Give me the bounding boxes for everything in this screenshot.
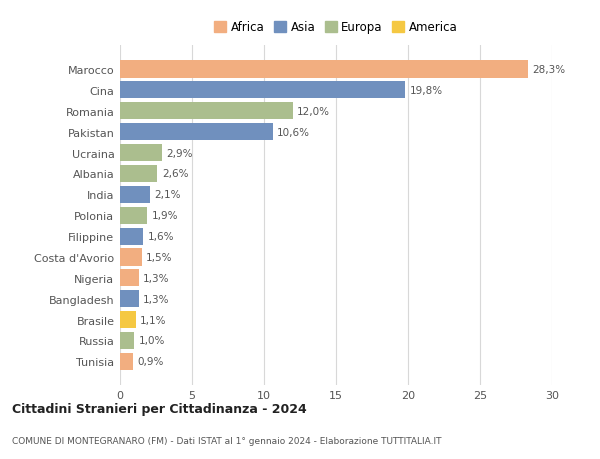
Text: 1,1%: 1,1% bbox=[140, 315, 167, 325]
Text: 1,9%: 1,9% bbox=[152, 211, 178, 221]
Bar bbox=[120, 124, 272, 141]
Text: 2,1%: 2,1% bbox=[155, 190, 181, 200]
Bar bbox=[120, 166, 157, 183]
Bar bbox=[120, 186, 150, 203]
Text: 28,3%: 28,3% bbox=[532, 65, 565, 75]
Bar bbox=[120, 291, 139, 308]
Bar bbox=[120, 62, 527, 78]
Text: 1,6%: 1,6% bbox=[148, 232, 174, 241]
Bar bbox=[120, 103, 293, 120]
Text: 19,8%: 19,8% bbox=[409, 86, 443, 96]
Bar bbox=[120, 353, 133, 370]
Text: 1,3%: 1,3% bbox=[143, 273, 170, 283]
Text: 10,6%: 10,6% bbox=[277, 128, 310, 137]
Text: 2,9%: 2,9% bbox=[166, 148, 193, 158]
Text: 2,6%: 2,6% bbox=[162, 169, 188, 179]
Text: 0,9%: 0,9% bbox=[137, 357, 164, 367]
Bar bbox=[120, 207, 148, 224]
Text: COMUNE DI MONTEGRANARO (FM) - Dati ISTAT al 1° gennaio 2024 - Elaborazione TUTTI: COMUNE DI MONTEGRANARO (FM) - Dati ISTAT… bbox=[12, 436, 442, 445]
Text: Cittadini Stranieri per Cittadinanza - 2024: Cittadini Stranieri per Cittadinanza - 2… bbox=[12, 403, 307, 415]
Text: 1,5%: 1,5% bbox=[146, 252, 172, 263]
Bar bbox=[120, 228, 143, 245]
Bar bbox=[120, 82, 405, 99]
Bar bbox=[120, 311, 136, 329]
Text: 12,0%: 12,0% bbox=[297, 106, 330, 117]
Bar bbox=[120, 249, 142, 266]
Bar bbox=[120, 145, 162, 162]
Text: 1,3%: 1,3% bbox=[143, 294, 170, 304]
Bar bbox=[120, 332, 134, 349]
Legend: Africa, Asia, Europa, America: Africa, Asia, Europa, America bbox=[211, 18, 461, 38]
Bar bbox=[120, 270, 139, 287]
Text: 1,0%: 1,0% bbox=[139, 336, 165, 346]
